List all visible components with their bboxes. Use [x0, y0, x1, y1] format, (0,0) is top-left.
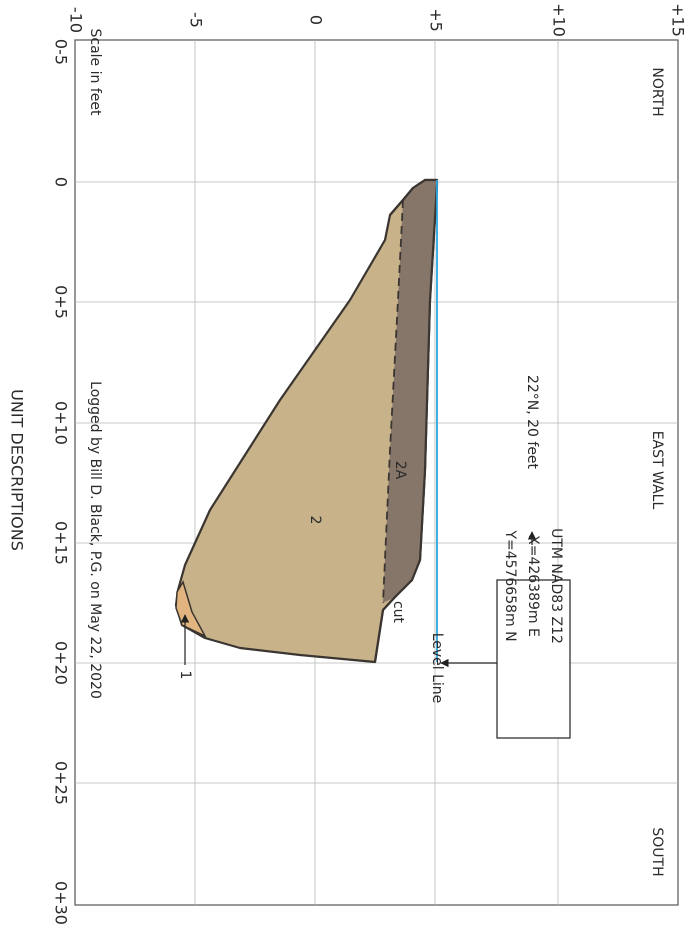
elevation-label: 0 [307, 15, 326, 25]
contact-label: cut [390, 601, 406, 624]
elevation-label: +15 [669, 3, 688, 37]
station-label: 0+20 [52, 641, 71, 685]
elevation-label: +10 [550, 3, 569, 37]
logged-note: Logged by Bill D. Black, P.G. on May 22,… [87, 381, 103, 699]
north-label: NORTH [649, 67, 665, 116]
trench-log: -10-50+5+10+150-500+50+100+150+200+250+3… [0, 0, 694, 937]
orientation-note: 22°N, 20 feet [524, 375, 540, 470]
south-label: SOUTH [649, 827, 665, 876]
elevation-label: -10 [67, 7, 86, 33]
wall-label: EAST WALL [649, 431, 665, 510]
station-label: 0 [52, 177, 71, 187]
level-line-label: Level Line [429, 633, 445, 704]
unit-label: 1 [177, 671, 193, 680]
axis-title: UNIT DESCRIPTIONS [8, 389, 27, 551]
scale-note: Scale in feet [87, 29, 103, 116]
location-line: Y=4576658m N [502, 529, 518, 641]
station-label: 0+5 [52, 285, 71, 319]
unit-label: 2 [307, 516, 323, 525]
unit-label: 2A [392, 461, 408, 480]
elevation-label: -5 [187, 12, 206, 28]
station-label: 0+25 [52, 761, 71, 805]
location-line: UTM NAD83 Z12 [548, 528, 564, 644]
station-label: 0+15 [52, 521, 71, 565]
location-line: X=426389m E [525, 535, 541, 637]
station-label: 0+30 [52, 881, 71, 925]
elevation-label: +5 [427, 8, 446, 32]
station-label: 0+10 [52, 401, 71, 445]
station-label: 0-5 [52, 39, 71, 65]
